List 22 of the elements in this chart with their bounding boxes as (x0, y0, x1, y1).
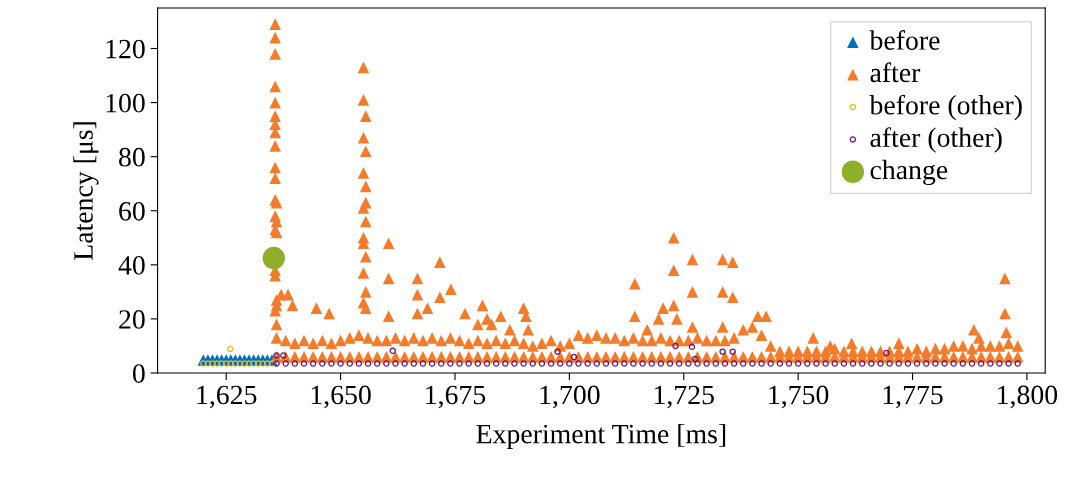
y-axis-title: Latency [μs] (73, 122, 99, 260)
x-tick-label: 1,625 (197, 385, 257, 409)
x-axis-title: Experiment Time [ms] (476, 423, 726, 450)
legend-label: after (other) (870, 127, 1002, 153)
x-tick-label: 1,650 (311, 385, 371, 409)
y-tick-label: 100 (106, 93, 145, 113)
legend-label: change (870, 159, 948, 186)
legend-label: after (870, 62, 921, 83)
x-tick-label: 1,725 (654, 385, 714, 409)
y-tick-label: 40 (118, 255, 145, 275)
y-tick-label: 120 (106, 39, 145, 59)
x-tick-label: 1,700 (540, 385, 600, 409)
x-tick-label: 1,675 (426, 385, 486, 409)
x-tick-label: 1,775 (883, 385, 943, 409)
legend-label: before (other) (869, 94, 1022, 121)
y-tick-label: 80 (119, 147, 145, 167)
y-tick-label: 60 (119, 201, 145, 221)
y-tick-label: 20 (119, 310, 145, 329)
x-tick-label: 1,800 (998, 385, 1058, 409)
legend-label: before (869, 30, 940, 50)
y-tick-label: 0 (132, 364, 145, 383)
x-tick-label: 1,750 (769, 385, 829, 409)
